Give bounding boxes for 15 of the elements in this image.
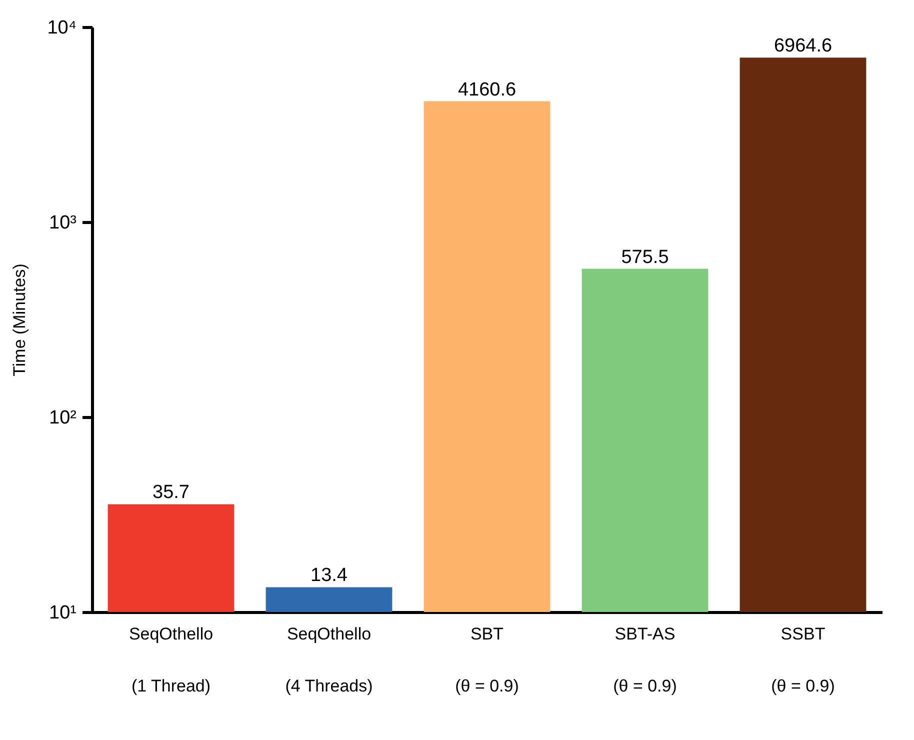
y-tick-label: 10²: [49, 408, 76, 428]
category-label: SBT (θ = 0.9): [455, 624, 519, 696]
category-label: SeqOthello (1 Thread): [128, 624, 214, 696]
data-label: 13.4: [310, 565, 348, 586]
data-label: 35.7: [152, 482, 190, 504]
y-axis-title: Time (Minutes): [10, 264, 30, 376]
data-label: 575.5: [621, 246, 669, 268]
category-label: SBT-AS (θ = 0.9): [613, 624, 677, 696]
data-label: 6964.6: [774, 36, 832, 57]
category-label: SeqOthello (4 Threads): [285, 624, 373, 696]
y-tick-label: 10³: [49, 212, 76, 234]
data-label: 4160.6: [458, 79, 516, 100]
y-tick-label: 10⁴: [47, 18, 76, 38]
category-label: SSBT (θ = 0.9): [771, 624, 835, 696]
y-tick-label: 10¹: [49, 602, 76, 624]
